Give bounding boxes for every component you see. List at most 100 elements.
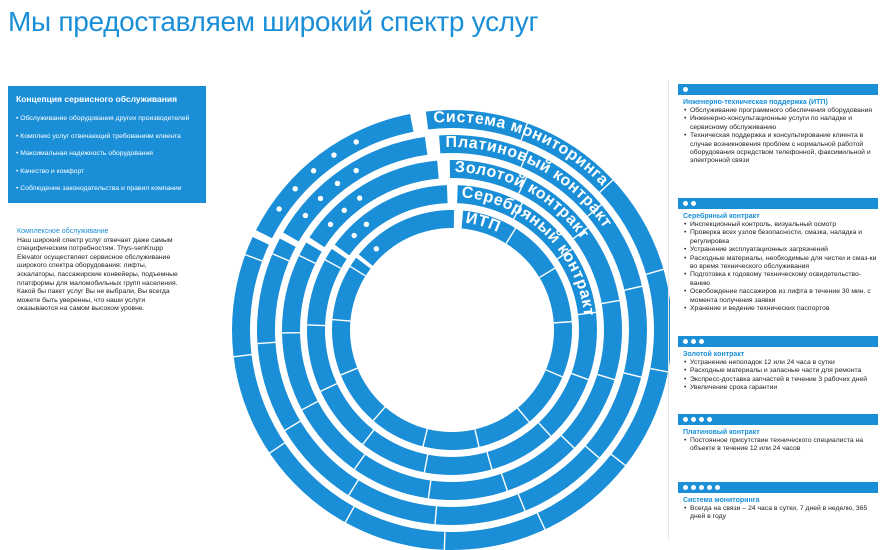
dot-icon — [353, 139, 359, 145]
ring-separator — [340, 367, 358, 376]
panel-heading: Платиновый контракт — [683, 429, 760, 436]
dot-icon — [363, 221, 370, 228]
dot-icon — [683, 485, 688, 490]
ring-separator — [486, 451, 493, 470]
ring-separator — [500, 473, 509, 491]
panel-dots — [683, 416, 712, 423]
panel-item: Расходные материалы и запасные части для… — [684, 367, 878, 376]
ring-separator — [572, 227, 589, 240]
ring-separator — [332, 318, 351, 322]
dot-icon — [691, 201, 696, 206]
complex-text: Наш широкий спектр услуг отвечает даже с… — [17, 236, 178, 313]
ring-separator — [587, 204, 602, 217]
ring-separator — [423, 454, 429, 473]
concept-item: Соблюдение законодательства и правил ком… — [16, 180, 198, 198]
ring-separator — [372, 406, 386, 422]
panel-list: Обслуживание программного обеспечения об… — [678, 107, 878, 166]
dot-icon — [327, 221, 334, 228]
dot-icon — [276, 206, 282, 212]
dot-icon — [683, 87, 688, 92]
dot-icon — [707, 485, 712, 490]
ring-separator — [422, 428, 429, 447]
ring-tab — [309, 160, 439, 248]
panel-bar — [678, 84, 878, 95]
ring-separator — [353, 454, 366, 470]
ring-tab — [334, 185, 448, 256]
dot-icon — [699, 339, 704, 344]
ring-separator — [348, 479, 359, 496]
panel-item: Расходные материалы, необходимые для чис… — [684, 255, 878, 272]
panel-item: Инспекционный контроль, визуальный осмот… — [684, 221, 878, 230]
dot-icon — [317, 195, 324, 202]
panel-bar — [678, 198, 878, 209]
ring-separator — [624, 285, 643, 291]
dot-icon — [353, 167, 359, 174]
panel-heading: Золотой контракт — [683, 351, 745, 358]
ring-separator — [307, 324, 326, 327]
complex-service-block: Комплексное обслуживание Наш широкий спе… — [17, 228, 182, 314]
concept-item: Комплекс услуг отвечающий требованиям кл… — [16, 128, 198, 146]
ring-separator — [560, 435, 575, 449]
panel-item: Подготовка к годовому техническому освид… — [684, 271, 878, 288]
dot-icon — [691, 339, 696, 344]
panel-heading: Система мониторинга — [683, 497, 760, 504]
dot-icon — [331, 152, 337, 158]
ring-separator — [650, 367, 669, 373]
panel-bar — [678, 482, 878, 493]
ring-separator — [645, 268, 664, 275]
ring-separator — [284, 420, 301, 432]
ring-separator — [585, 445, 600, 459]
ring-separator — [517, 493, 526, 512]
dot-icon — [292, 186, 298, 192]
ring-separator — [427, 480, 432, 499]
ring-separator — [505, 227, 517, 244]
ring-separator — [245, 254, 263, 262]
dot-icon — [683, 417, 688, 422]
panel-item: Постоянное присутствие технического спец… — [684, 437, 878, 454]
dot-icon — [699, 417, 704, 422]
ring-separator — [298, 254, 316, 264]
panel-dots — [683, 484, 720, 491]
page-title: Мы предоставляем широкий спектр услуг — [8, 6, 539, 37]
panel-silver: Серебряный контракт Инспекционный контро… — [678, 198, 878, 314]
concept-heading: Концепция сервисного обслуживания — [16, 94, 178, 104]
panel-dots — [683, 200, 696, 207]
panel-dots — [683, 338, 704, 345]
ring-separator — [460, 210, 464, 229]
dot-icon — [310, 168, 317, 174]
concept-box: Концепция сервисного обслуживания Обслуж… — [8, 86, 206, 203]
divider — [668, 80, 669, 540]
ring-separator — [518, 176, 528, 194]
panel-item: Освобождение пассажиров из лифта в течен… — [684, 288, 878, 305]
dot-icon — [707, 417, 712, 422]
ring-tab — [255, 114, 414, 239]
ring-separator — [597, 373, 615, 381]
panel-monitoring: Система мониторинга Всегда на связи – 24… — [678, 482, 878, 522]
dot-icon — [691, 417, 696, 422]
panel-item: Всегда на связи – 24 часа в сутки, 7 дне… — [684, 505, 878, 522]
panel-item: Обслуживание программного обеспечения об… — [684, 107, 878, 116]
panel-item: Увеличение срока гарантии — [684, 384, 878, 393]
dot-icon — [683, 201, 688, 206]
panel-dots — [683, 86, 688, 93]
concept-item: Максимальная надежность оборудования — [16, 145, 198, 163]
ring-separator — [517, 407, 530, 423]
ring-separator — [344, 506, 355, 523]
concept-item: Обслуживание оборудования других произво… — [16, 110, 198, 128]
ring-separator — [455, 185, 458, 204]
dot-icon — [302, 212, 309, 219]
panel-list: Устранение неполадок 12 или 24 часа в су… — [678, 359, 878, 393]
ring-separator — [520, 123, 528, 141]
dot-icon — [699, 485, 704, 490]
ring-separator — [538, 422, 552, 437]
ring-separator — [324, 259, 342, 270]
ring-tab — [283, 136, 428, 242]
dot-icon — [683, 339, 688, 344]
ring-separator — [434, 506, 438, 525]
panel-heading: Серебряный контракт — [683, 213, 760, 220]
panel-item: Устранение эксплуатационных загрязнений — [684, 246, 878, 255]
ring-separator — [539, 267, 556, 279]
panel-bar — [678, 336, 878, 347]
ring-separator — [599, 179, 614, 193]
